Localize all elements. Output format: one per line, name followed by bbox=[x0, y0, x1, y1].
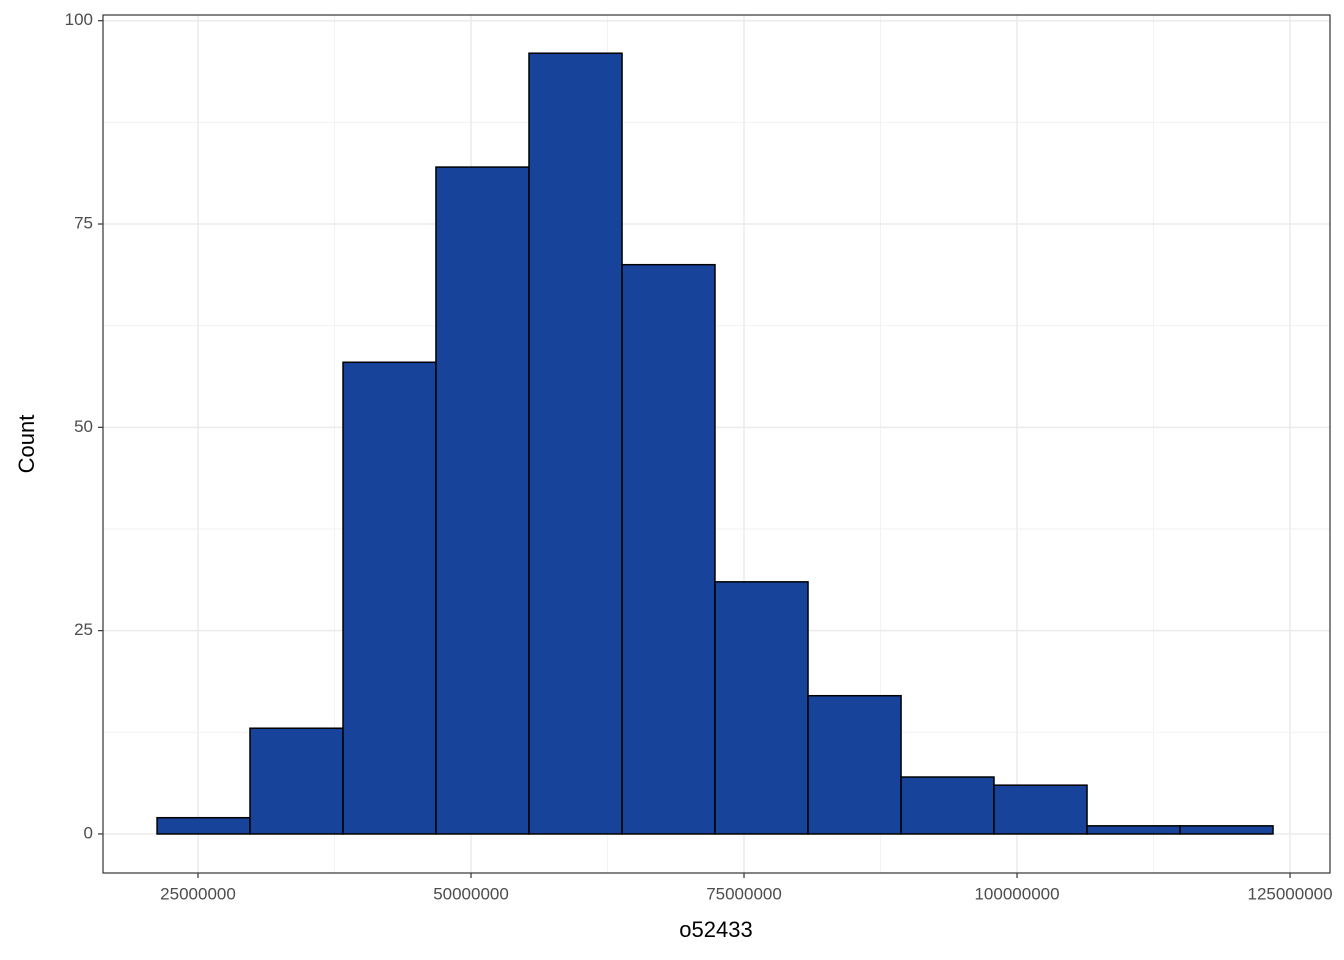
bar bbox=[621, 263, 716, 835]
bar bbox=[342, 361, 437, 835]
y-tick-label: 100 bbox=[65, 10, 93, 29]
y-tick-label: 75 bbox=[74, 213, 93, 232]
x-tick-label: 125000000 bbox=[1247, 884, 1332, 903]
bar bbox=[435, 166, 530, 835]
panel-border bbox=[102, 14, 1331, 874]
bar bbox=[156, 816, 251, 835]
bar bbox=[993, 784, 1088, 835]
bar bbox=[714, 581, 809, 835]
x-tick-label: 25000000 bbox=[160, 884, 236, 903]
y-axis-title: Count bbox=[14, 415, 39, 474]
bar bbox=[1086, 825, 1181, 835]
bar bbox=[1179, 825, 1274, 835]
y-tick-label: 0 bbox=[84, 823, 93, 842]
bar bbox=[807, 694, 902, 835]
bar bbox=[249, 727, 344, 835]
bar bbox=[528, 52, 623, 835]
bar bbox=[900, 776, 995, 835]
y-tick-label: 50 bbox=[74, 417, 93, 436]
x-tick-label: 75000000 bbox=[706, 884, 782, 903]
x-axis-title: o52433 bbox=[679, 917, 752, 942]
x-tick-label: 100000000 bbox=[974, 884, 1059, 903]
y-tick-label: 25 bbox=[74, 620, 93, 639]
x-tick-label: 50000000 bbox=[433, 884, 509, 903]
